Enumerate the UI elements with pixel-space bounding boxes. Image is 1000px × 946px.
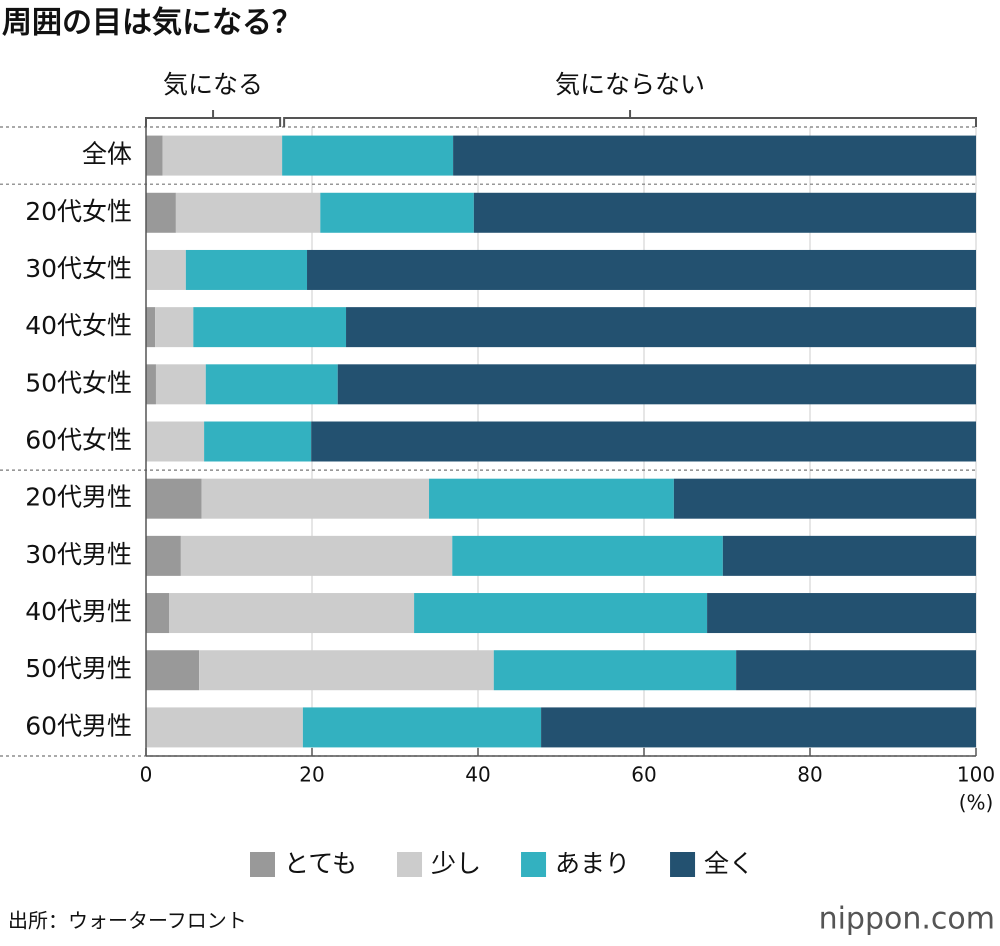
bar (493, 650, 737, 691)
bar (146, 478, 202, 519)
bar (307, 249, 976, 290)
legend-swatch (521, 852, 547, 877)
x-tick-label: 20 (299, 763, 324, 787)
bar (205, 364, 338, 405)
y-tick-label: 50代男性 (25, 654, 132, 683)
bar (146, 650, 200, 691)
x-tick-label: 80 (797, 763, 822, 787)
legend-label: 少し (431, 849, 481, 878)
bar (146, 307, 156, 348)
y-tick-label: 40代女性 (25, 311, 132, 340)
bar (169, 593, 415, 634)
bar (311, 421, 976, 462)
source: 出所：ウォーターフロント (8, 909, 247, 933)
bar (199, 650, 494, 691)
x-tick-label: 100 (957, 763, 995, 787)
bar (736, 650, 976, 691)
bar (204, 421, 312, 462)
bar (185, 249, 308, 290)
bar (146, 192, 176, 233)
bar (146, 535, 181, 576)
bracket (145, 117, 282, 127)
bracket-label: 気にならない (555, 70, 705, 99)
bar (452, 535, 723, 576)
chart-title: 周囲の目は気になる？ (2, 6, 302, 41)
bar (146, 135, 163, 176)
y-tick-label: 30代女性 (25, 254, 132, 283)
y-tick-label: 20代男性 (25, 483, 132, 512)
bar (302, 707, 542, 748)
legend-label: とても (284, 849, 357, 878)
bar (146, 364, 156, 405)
x-unit: (%) (959, 791, 994, 815)
legend-swatch (670, 852, 696, 877)
bar (146, 421, 205, 462)
bracket (283, 117, 977, 127)
logo: nippon.com (819, 902, 995, 937)
legend-label: あまり (555, 849, 630, 878)
bar (146, 249, 186, 290)
bar (155, 364, 206, 405)
bar (346, 307, 976, 348)
x-tick-label: 40 (465, 763, 490, 787)
bar (180, 535, 453, 576)
legend-label: 全く (704, 849, 754, 878)
bar (146, 707, 303, 748)
bar (146, 593, 170, 634)
y-tick-label: 30代男性 (25, 540, 132, 569)
y-tick-label: 20代女性 (25, 197, 132, 226)
x-tick-label: 0 (140, 763, 153, 787)
bar (201, 478, 430, 519)
y-tick-label: 60代男性 (25, 711, 132, 740)
bar (707, 593, 976, 634)
bar (453, 135, 977, 176)
bracket-label: 気になる (163, 70, 263, 99)
bar (175, 192, 321, 233)
bar (282, 135, 454, 176)
bar (722, 535, 976, 576)
bar (673, 478, 976, 519)
bar (337, 364, 977, 405)
bar (155, 307, 194, 348)
bar (541, 707, 976, 748)
legend-swatch (250, 852, 275, 877)
y-tick-label: 全体 (82, 140, 132, 169)
bar (320, 192, 474, 233)
y-tick-label: 60代女性 (25, 426, 132, 455)
bar (414, 593, 708, 634)
y-tick-label: 40代男性 (25, 597, 132, 626)
y-tick-label: 50代女性 (25, 368, 132, 397)
legend-swatch (397, 852, 423, 877)
bar (473, 192, 976, 233)
bar (193, 307, 347, 348)
bar (162, 135, 283, 176)
bar (429, 478, 674, 519)
x-tick-label: 60 (631, 763, 656, 787)
